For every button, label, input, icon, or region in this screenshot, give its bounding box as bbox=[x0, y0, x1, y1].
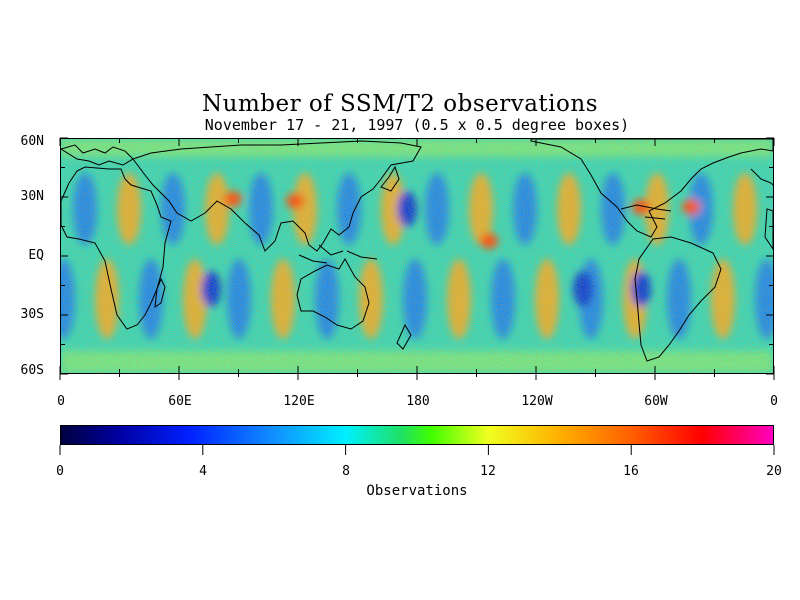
colorbar-tick-12: 12 bbox=[480, 464, 496, 479]
coast-madagascar bbox=[154, 277, 166, 309]
colorbar-tick-8: 8 bbox=[342, 464, 350, 479]
lat-label-30n: 30N bbox=[20, 189, 44, 204]
lat-label-60n: 60N bbox=[20, 134, 44, 149]
coast-africa-right bbox=[764, 208, 773, 250]
colorbar-tick-4: 4 bbox=[199, 464, 207, 479]
coast-caribbean bbox=[620, 204, 672, 220]
lon-label-60e: 60E bbox=[168, 394, 192, 409]
colorbar bbox=[60, 425, 774, 445]
map-title: Number of SSM/T2 observations bbox=[202, 91, 598, 117]
coast-indonesia bbox=[298, 244, 378, 264]
colorbar-tick-16: 16 bbox=[623, 464, 639, 479]
lon-label-180: 180 bbox=[406, 394, 430, 409]
coast-australia bbox=[296, 258, 370, 330]
colorbar-tick-0: 0 bbox=[56, 464, 64, 479]
coast-japan bbox=[380, 165, 400, 192]
lat-label-30s: 30S bbox=[20, 307, 44, 322]
observation-map bbox=[60, 138, 774, 374]
coast-newzealand bbox=[396, 323, 412, 350]
lon-label-0-end: 0 bbox=[770, 394, 778, 409]
colorbar-tick-20: 20 bbox=[766, 464, 782, 479]
lon-label-120e: 120E bbox=[283, 394, 315, 409]
coast-europe bbox=[61, 144, 134, 166]
lat-label-eq: EQ bbox=[28, 248, 44, 263]
coast-africa bbox=[61, 166, 172, 330]
coast-asia bbox=[132, 140, 422, 252]
coast-right-europe bbox=[750, 168, 773, 186]
coast-north-america bbox=[530, 139, 773, 238]
map-canvas bbox=[61, 139, 773, 373]
lon-label-120w: 120W bbox=[521, 394, 553, 409]
coastlines bbox=[61, 139, 773, 362]
lat-label-60s: 60S bbox=[20, 363, 44, 378]
noise-cool bbox=[61, 139, 773, 373]
lon-label-60w: 60W bbox=[644, 394, 668, 409]
map-subtitle: November 17 - 21, 1997 (0.5 x 0.5 degree… bbox=[204, 116, 630, 134]
colorbar-title: Observations bbox=[366, 483, 468, 499]
lon-label-0: 0 bbox=[57, 394, 65, 409]
coast-south-america bbox=[634, 236, 722, 362]
